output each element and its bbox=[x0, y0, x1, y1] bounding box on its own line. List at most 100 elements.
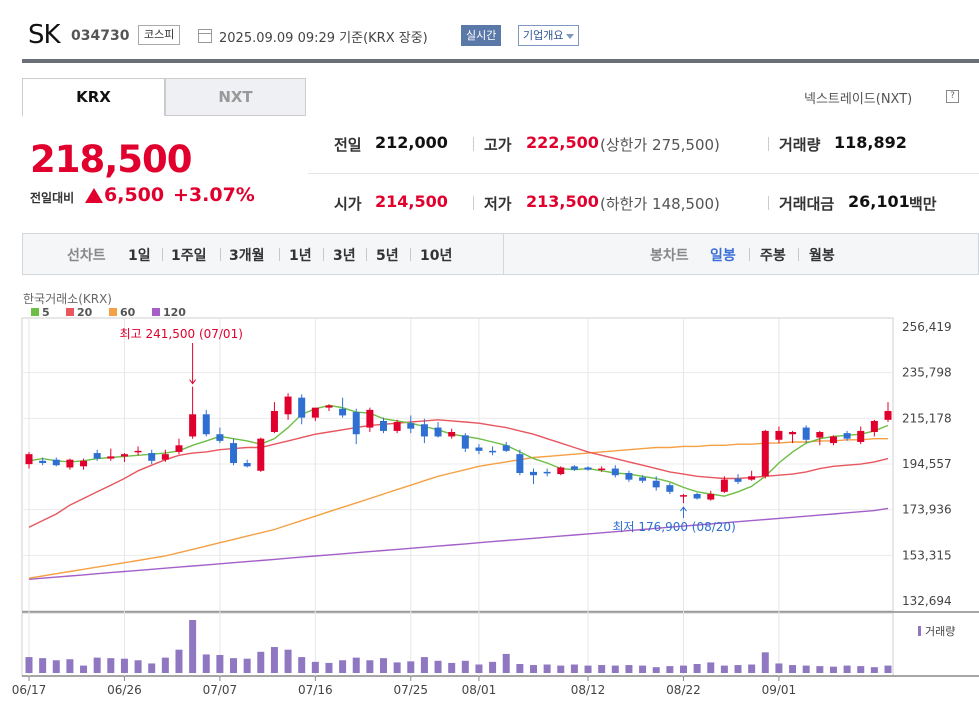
period-10y[interactable]: 10년 bbox=[420, 248, 453, 264]
volume-legend-swatch bbox=[918, 626, 921, 636]
volume-bar bbox=[161, 657, 169, 673]
period-separator bbox=[220, 248, 221, 261]
y-tick-label: 256,419 bbox=[902, 320, 952, 334]
candle-body bbox=[707, 494, 715, 500]
volume-bar bbox=[557, 665, 565, 673]
max-annotation: 최고 241,500 (07/01) bbox=[120, 327, 243, 341]
volume-bar bbox=[707, 662, 715, 673]
candle-body bbox=[543, 471, 551, 474]
stat-separator bbox=[473, 137, 474, 151]
volume-bar bbox=[270, 647, 278, 673]
candle-body bbox=[734, 478, 742, 482]
candle-body bbox=[175, 445, 183, 452]
legend-ma20: 20 bbox=[66, 306, 92, 319]
candle-body bbox=[230, 443, 238, 464]
price-change: 6,500 bbox=[104, 184, 165, 206]
candle-body bbox=[516, 454, 524, 473]
volume-value: 118,892 bbox=[834, 133, 907, 152]
ma20-line bbox=[28, 419, 889, 528]
candle-body bbox=[39, 460, 47, 464]
candle-body bbox=[284, 396, 292, 415]
low-label: 저가 bbox=[484, 195, 512, 213]
high-label: 고가 bbox=[484, 136, 512, 154]
candle-body bbox=[816, 432, 824, 438]
period-1d[interactable]: 1일 bbox=[128, 248, 151, 264]
basis-time: 2025.09.09 09:29 기준(KRX 장중) bbox=[219, 31, 428, 46]
volume-bar bbox=[39, 658, 47, 673]
candle-body bbox=[857, 430, 865, 442]
volume-bar bbox=[366, 660, 374, 673]
stat-separator bbox=[768, 137, 769, 151]
upper-limit: (상한가 275,500) bbox=[600, 136, 720, 154]
volume-bar bbox=[570, 664, 578, 673]
volume-bar bbox=[584, 665, 592, 673]
period-monthly-candle[interactable]: 월봉 bbox=[809, 248, 835, 264]
y-tick-label: 153,315 bbox=[902, 548, 952, 562]
candle-body bbox=[393, 422, 401, 431]
y-tick-label: 215,178 bbox=[902, 411, 952, 425]
candle-body bbox=[475, 447, 483, 451]
candle-body bbox=[843, 433, 851, 439]
volume-bar bbox=[434, 660, 442, 673]
exchange-label: 한국거래소(KRX) bbox=[23, 292, 112, 306]
period-weekly-candle[interactable]: 주봉 bbox=[760, 248, 786, 264]
volume-bar bbox=[202, 654, 210, 673]
ma5-line bbox=[28, 404, 889, 497]
stock-header: SK 034730 코스피 2025.09.09 09:29 기준(KRX 장중… bbox=[0, 0, 979, 60]
up-triangle-icon bbox=[85, 188, 103, 203]
open-label: 시가 bbox=[334, 195, 362, 213]
x-tick-label: 08/01 bbox=[462, 683, 497, 697]
candle-body bbox=[298, 397, 306, 418]
volume-bar bbox=[448, 662, 456, 673]
period-3m[interactable]: 3개월 bbox=[229, 248, 265, 264]
candle-body bbox=[679, 495, 687, 497]
period-daily-candle[interactable]: 일봉 bbox=[710, 248, 736, 264]
volume-bar bbox=[407, 661, 415, 673]
candle-body bbox=[489, 450, 497, 453]
volume-bar bbox=[802, 665, 810, 673]
period-5y[interactable]: 5년 bbox=[376, 248, 399, 264]
volume-bar bbox=[189, 620, 197, 673]
line-chart-label: 선차트 bbox=[67, 248, 106, 264]
volume-bar bbox=[884, 665, 892, 673]
x-tick-label: 08/22 bbox=[666, 683, 701, 697]
candle-body bbox=[107, 456, 115, 459]
market-badge: 코스피 bbox=[138, 25, 181, 45]
company-overview-dropdown[interactable]: 기업개요 bbox=[518, 25, 580, 46]
candle-body bbox=[380, 420, 388, 431]
volume-bar bbox=[216, 654, 224, 673]
volume-bar bbox=[748, 664, 756, 673]
volume-bar bbox=[761, 652, 769, 673]
volume-bar bbox=[625, 665, 633, 673]
candle-body bbox=[652, 480, 660, 488]
tab-krx[interactable]: KRX bbox=[22, 78, 165, 116]
candle-body bbox=[557, 467, 565, 475]
volume-bar bbox=[816, 666, 824, 673]
volume-bar bbox=[175, 649, 183, 673]
period-1w[interactable]: 1주일 bbox=[171, 248, 207, 264]
candle-body bbox=[25, 454, 33, 465]
volume-bar bbox=[857, 666, 865, 673]
candle-body bbox=[611, 468, 619, 476]
tab-nxt[interactable]: NXT bbox=[165, 78, 306, 116]
realtime-button[interactable]: 실시간 bbox=[461, 25, 502, 46]
x-tick-label: 09/01 bbox=[762, 683, 797, 697]
y-tick-label: 173,936 bbox=[902, 503, 952, 517]
x-tick-label: 07/07 bbox=[203, 683, 238, 697]
period-1y[interactable]: 1년 bbox=[289, 248, 312, 264]
volume-bar bbox=[107, 658, 115, 673]
candle-body bbox=[693, 494, 701, 499]
volume-label: 거래량 bbox=[779, 136, 821, 154]
ma120-line bbox=[28, 507, 889, 580]
x-tick-label: 06/17 bbox=[12, 683, 47, 697]
x-tick-label: 07/25 bbox=[393, 683, 428, 697]
period-3y[interactable]: 3년 bbox=[333, 248, 356, 264]
candle-body bbox=[366, 409, 374, 428]
candle-body bbox=[257, 438, 265, 471]
candle-body bbox=[120, 454, 128, 457]
help-icon[interactable]: ? bbox=[946, 90, 959, 103]
candle-body bbox=[202, 414, 210, 435]
volume-bar bbox=[734, 665, 742, 673]
candle-body bbox=[870, 420, 878, 433]
